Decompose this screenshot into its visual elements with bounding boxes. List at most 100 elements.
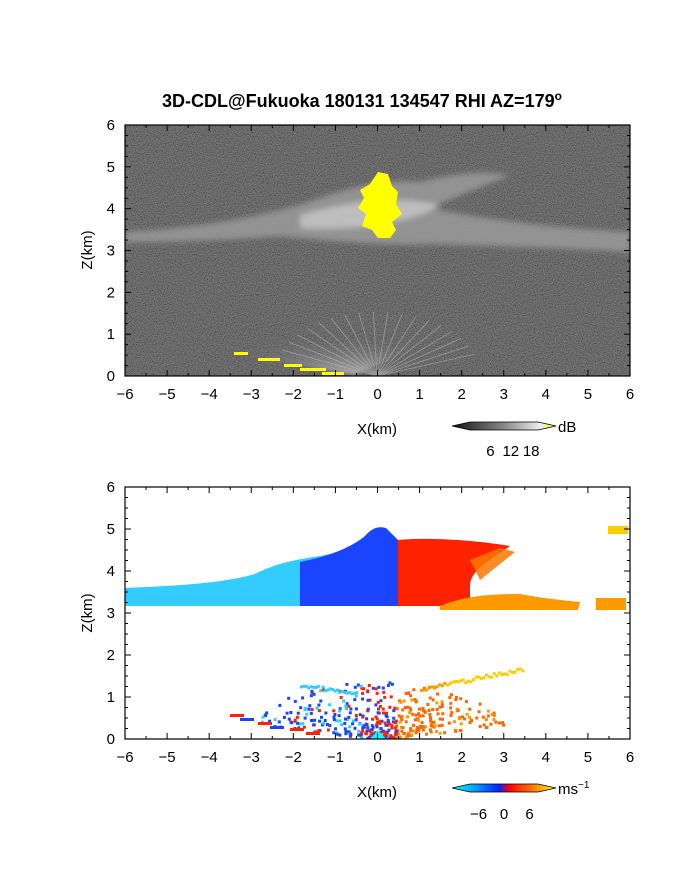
velocity-pixel [345,718,349,721]
velocity-pixel [375,717,379,721]
velocity-pixel [389,695,393,699]
velocity-pixel [376,711,380,715]
velocity-pixel [336,688,339,692]
velocity-pixel [431,708,435,712]
velocity-pixel [296,721,300,725]
velocity-pixel [440,723,444,727]
velocity-pixel [478,702,482,706]
velocity-pixel [443,731,447,735]
x-tick-label-top: −4 [201,386,218,403]
fan-ray [297,334,378,376]
velocity-pixel [448,696,452,699]
velocity-pixel [410,698,414,702]
colorbar-tick-label: 12 [502,443,519,460]
velocity-pixel [380,719,384,723]
velocity-pixel [422,686,426,690]
fan-ray [376,338,462,376]
velocity-pixel [384,723,388,727]
velocity-pixel [484,726,488,729]
velocity-pixel [289,711,293,714]
velocity-pixel [485,673,488,677]
velocity-pixel [355,716,359,720]
x-tick-labels-top: −6 −5 −4 −3 −2 −1 0 1 2 3 4 5 6 [116,386,634,403]
velocity-pixel [366,707,370,711]
velocity-pixel [392,709,396,713]
velocity-pixel [513,670,517,674]
velocity-pixel [399,735,402,739]
velocity-pixel [461,678,465,682]
velocity-pixel [399,716,403,720]
degree-superscript: o [555,89,562,103]
velocity-pixel [303,716,307,720]
velocity-pixel [495,674,499,678]
velocity-pixel [316,684,320,688]
velocity-pixel [403,706,407,709]
colorbar-tick-labels-top: 6 12 18 [486,443,539,460]
velocity-pixel [406,705,409,709]
velocity-pixel [386,719,390,722]
velocity-pixel [415,728,419,732]
x-tick-label-top: 1 [415,386,423,403]
axis-ticks-bottom [124,486,631,740]
velocity-pixel [451,680,455,684]
velocity-pixel [438,705,442,709]
velocity-pixel [344,717,347,721]
fan-ray [376,331,453,376]
velocity-pixel [417,729,421,733]
velocity-pixel [318,719,322,723]
velocity-pixel [299,706,303,710]
velocity-pixel [295,715,299,719]
velocity-pixel [340,723,344,727]
colorbar-unit-top: dB [558,419,576,436]
near-field-fan [240,316,455,375]
velocity-pixel [354,694,358,698]
y-tick-label-bot: 2 [107,647,115,664]
velocity-pixel [293,699,297,703]
chart-title-text: 3D-CDL@Fukuoka 180131 134547 RHI AZ=179 [162,91,555,111]
velocity-pixel [273,718,277,722]
velocity-pixel [278,703,282,707]
velocity-pixel [409,728,413,732]
velocity-pixel [428,716,432,720]
velocity-pixel [390,736,394,739]
velocity-pixel [345,707,348,710]
x-tick-label-bot: −6 [116,749,133,766]
fan-ray [376,353,475,376]
velocity-pixel [354,713,358,717]
velocity-pixel [420,720,424,724]
velocity-pixel [362,687,365,691]
velocity-pixel [307,686,311,690]
y-tick-labels-bottom: 0 1 2 3 4 5 6 [107,479,115,748]
velocity-pixel [360,686,364,690]
y-tick-label-top: 1 [107,326,115,343]
velocity-pixel [369,730,373,733]
colorbar-velocity: ms−1 −6 0 6 [451,780,590,823]
velocity-pixel [358,722,362,726]
velocity-pixel [358,733,362,737]
velocity-pixel [498,671,501,675]
velocity-pixel [366,736,370,739]
velocity-pixel [428,696,432,700]
velocity-pixel [375,721,379,725]
velocity-pixel [337,714,341,718]
velocity-pixel [502,723,505,727]
velocity-pixel [384,714,388,717]
velocity-pixel [421,725,425,729]
velocity-pixel [396,732,400,736]
velocity-pixel [354,718,358,722]
velocity-pixel [392,716,396,720]
velocity-pixel [404,735,408,739]
velocity-pixel [351,722,355,726]
velocity-pixel [454,729,458,733]
velocity-pixel [423,710,427,714]
velocity-pixel [332,731,336,735]
velocity-pixel [351,719,355,723]
fan-ray [288,341,378,376]
velocity-pixel [355,691,359,695]
velocity-pixel [285,711,289,715]
y-tick-label-top: 3 [107,243,115,260]
velocity-pixel [418,714,422,718]
velocity-pixel [453,680,457,684]
velocity-pixel [393,736,397,739]
